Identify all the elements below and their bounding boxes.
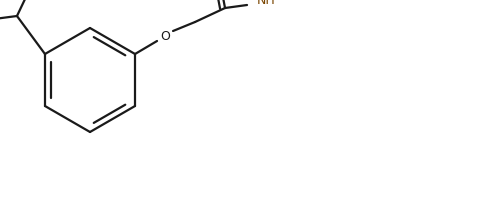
Text: O: O: [160, 29, 169, 42]
Text: NH: NH: [257, 0, 275, 7]
